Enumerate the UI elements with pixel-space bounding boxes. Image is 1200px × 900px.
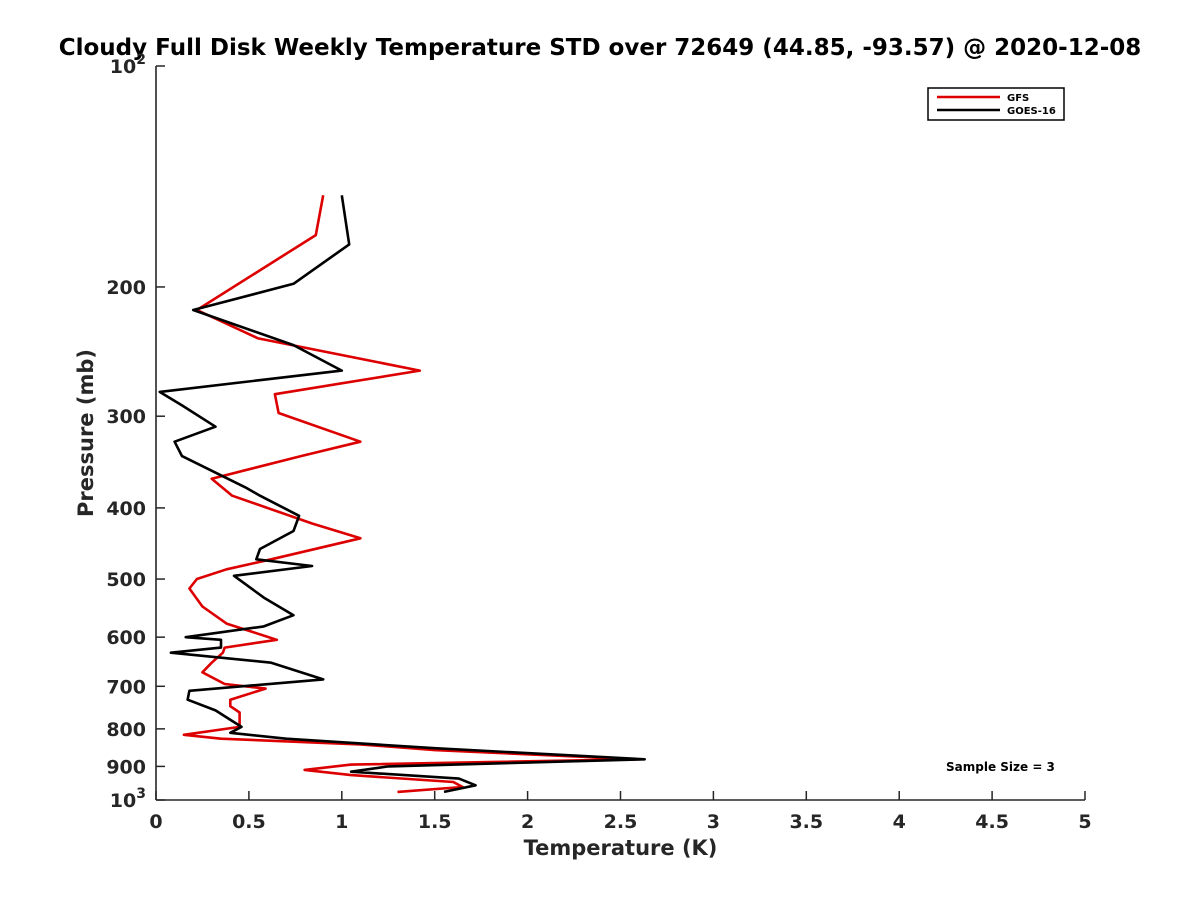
x-tick-label: 1.5 bbox=[418, 811, 452, 833]
plot-lines bbox=[158, 195, 647, 794]
y-tick-label-power: 102 bbox=[110, 52, 146, 78]
legend: GFS GOES-16 bbox=[927, 87, 1065, 121]
y-tick-label-power: 103 bbox=[110, 786, 146, 812]
y-tick-label: 400 bbox=[106, 498, 146, 520]
sample-size-annotation: Sample Size = 3 bbox=[946, 760, 1055, 774]
y-tick-label: 800 bbox=[106, 719, 146, 741]
x-tick-label: 0 bbox=[149, 811, 162, 833]
chart-title: Cloudy Full Disk Weekly Temperature STD … bbox=[59, 35, 1142, 61]
legend-label-goes16: GOES-16 bbox=[1007, 106, 1056, 117]
x-tick-label: 4.5 bbox=[975, 811, 1009, 833]
series-line-gfs bbox=[182, 195, 641, 794]
y-tick-label: 200 bbox=[106, 277, 146, 299]
legend-box bbox=[927, 87, 1065, 121]
y-tick-label: 300 bbox=[106, 406, 146, 428]
x-tick-label: 2.5 bbox=[604, 811, 638, 833]
y-tick-exponent: 2 bbox=[136, 52, 146, 68]
legend-label-gfs: GFS bbox=[1007, 93, 1029, 104]
y-tick-label: 600 bbox=[106, 627, 146, 649]
x-tick-label: 0.5 bbox=[232, 811, 266, 833]
y-tick-exponent: 3 bbox=[136, 786, 146, 802]
x-axis-label: Temperature (K) bbox=[524, 836, 718, 860]
x-tick-label: 3 bbox=[707, 811, 720, 833]
x-tick-label: 1 bbox=[335, 811, 348, 833]
x-tick-label: 2 bbox=[521, 811, 534, 833]
x-tick-label: 5 bbox=[1078, 811, 1091, 833]
x-ticks: 0 0.5 1 1.5 2 2.5 3 3.5 4 4.5 5 bbox=[149, 791, 1092, 833]
y-tick-label: 900 bbox=[106, 756, 146, 778]
y-tick-base: 10 bbox=[110, 790, 136, 812]
y-tick-label: 700 bbox=[106, 676, 146, 698]
y-axis-label: Pressure (mb) bbox=[74, 349, 98, 517]
series-line-goes16 bbox=[158, 195, 647, 794]
y-tick-base: 10 bbox=[110, 56, 136, 78]
x-tick-label: 3.5 bbox=[789, 811, 823, 833]
x-tick-label: 4 bbox=[893, 811, 906, 833]
y-tick-label: 500 bbox=[106, 569, 146, 591]
